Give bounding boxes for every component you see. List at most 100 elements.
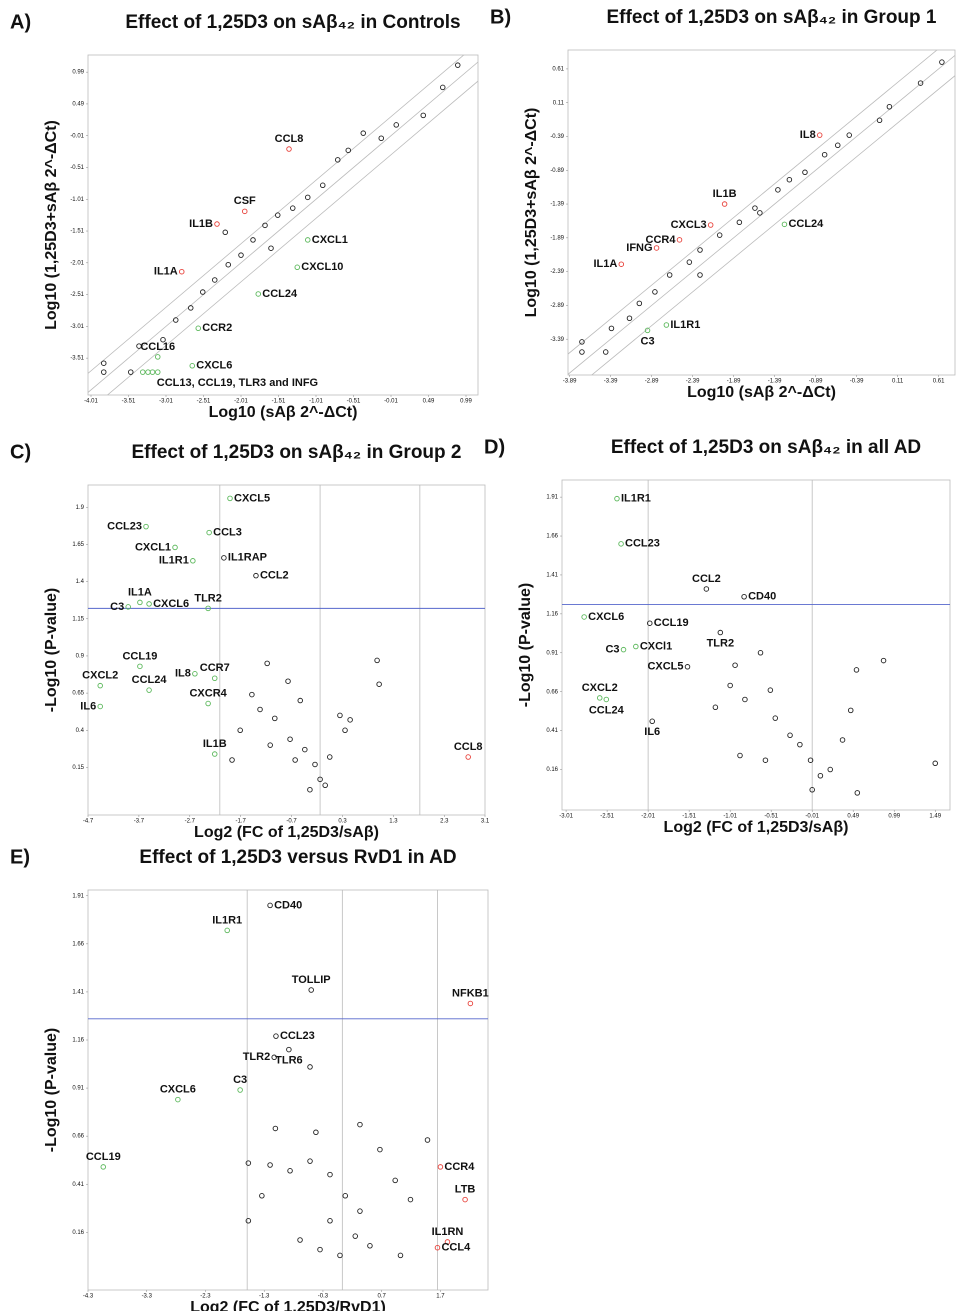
data-point [653, 245, 660, 251]
point-label: IL1A [154, 266, 178, 278]
data-point [742, 696, 748, 703]
data-point [809, 787, 815, 793]
data-point [259, 1193, 265, 1199]
data-point [352, 1233, 359, 1239]
data-point [816, 132, 823, 138]
data-point [267, 1162, 273, 1168]
data-point [686, 259, 693, 265]
y-tick-label: 0.91 [72, 1086, 84, 1092]
chart-title: Effect of 1,25D3 on sAβ₄₂ in Group 1 [607, 7, 937, 28]
x-tick-label: 0.49 [847, 814, 859, 820]
data-point [285, 678, 291, 684]
point-label: CCR4 [646, 234, 677, 246]
point-label: IL1B [713, 188, 737, 200]
y-axis-label: Log10 (1,25D3+sAβ 2^-ΔCt) [43, 120, 60, 330]
data-point [312, 761, 318, 768]
data-point [614, 495, 620, 502]
data-point [214, 221, 220, 227]
data-point [378, 135, 385, 142]
point-label: CCL23 [107, 521, 142, 533]
point-label: CD40 [274, 899, 302, 911]
data-point [257, 706, 263, 713]
y-tick-label: -1.89 [550, 235, 564, 241]
point-label: CCL24 [132, 674, 168, 686]
x-tick-label: -3.3 [142, 1294, 153, 1300]
data-point [424, 1137, 431, 1143]
data-point [717, 629, 724, 636]
x-tick-label: -2.01 [641, 814, 655, 820]
x-tick-label: -2.7 [185, 819, 196, 825]
data-point [308, 987, 314, 993]
point-label: CCL2 [692, 573, 721, 585]
data-point [652, 289, 658, 295]
data-point [357, 1208, 363, 1214]
point-label: CCL8 [275, 133, 304, 145]
data-point [273, 1033, 279, 1039]
data-point [786, 176, 793, 183]
data-point [797, 741, 803, 748]
data-point [100, 1164, 107, 1170]
diagonal-line [88, 55, 465, 374]
data-point [287, 1168, 293, 1174]
point-label: CCL13, CCL19, TLR3 and INFG [157, 377, 318, 389]
data-point [224, 927, 230, 934]
y-tick-label: 0.49 [72, 102, 84, 108]
point-label: IL8 [175, 668, 191, 680]
point-label: CSF [234, 195, 256, 207]
data-point [227, 495, 233, 502]
point-label: NFKB1 [452, 987, 489, 999]
data-point [357, 1121, 363, 1128]
y-tick-label: 0.65 [72, 691, 84, 697]
data-point [647, 620, 653, 626]
data-point [757, 650, 764, 656]
point-label: CXCL10 [301, 261, 343, 273]
chart-title: Effect of 1,25D3 on sAβ₄₂ in all AD [611, 437, 921, 458]
point-label: TLR2 [194, 592, 222, 604]
y-axis-label: -Log10 (P-value) [43, 1028, 60, 1152]
x-tick-label: -1.89 [727, 379, 741, 385]
data-point [420, 112, 427, 119]
point-label: CCL24 [788, 218, 824, 230]
x-tick-label: -0.51 [347, 399, 361, 405]
point-label: IL1R1 [670, 319, 700, 331]
y-tick-label: -0.01 [70, 133, 84, 139]
data-point [211, 751, 218, 757]
y-tick-label: 1.65 [72, 542, 84, 548]
x-tick-label: -1.3 [259, 1294, 270, 1300]
data-point [237, 727, 243, 734]
y-tick-label: -2.39 [550, 269, 564, 275]
data-point [772, 715, 779, 721]
data-point [327, 1171, 333, 1178]
point-label: CCL19 [86, 1151, 121, 1163]
diagonal-line [106, 80, 478, 395]
data-point [393, 122, 400, 128]
panel-label: A) [10, 11, 31, 33]
y-tick-label: -2.51 [70, 292, 84, 298]
x-tick-label: -0.39 [850, 379, 864, 385]
data-point [367, 1243, 373, 1249]
point-label: CCL23 [280, 1030, 315, 1042]
data-point [853, 667, 860, 673]
data-point [712, 704, 719, 711]
y-tick-label: -3.01 [70, 324, 84, 330]
point-label: IL6 [80, 700, 96, 712]
y-tick-label: 1.41 [546, 573, 558, 579]
point-label: CCL19 [654, 617, 689, 629]
x-tick-label: -4.01 [84, 399, 98, 405]
data-point [939, 59, 945, 65]
x-tick-label: -1.7 [236, 819, 247, 825]
data-point [335, 157, 341, 163]
data-point [676, 237, 683, 243]
x-tick-label: -0.89 [809, 379, 823, 385]
data-point [649, 718, 655, 725]
data-point [249, 691, 255, 698]
point-label: CCL24 [589, 704, 625, 716]
data-point [618, 541, 624, 547]
y-tick-label: 1.66 [72, 941, 84, 947]
data-point [917, 80, 924, 86]
point-label: CXCL2 [82, 670, 118, 682]
data-point [187, 305, 194, 311]
y-tick-label: 0.61 [552, 66, 564, 72]
reference-lines [562, 480, 950, 810]
y-tick-label: 0.15 [72, 765, 84, 771]
